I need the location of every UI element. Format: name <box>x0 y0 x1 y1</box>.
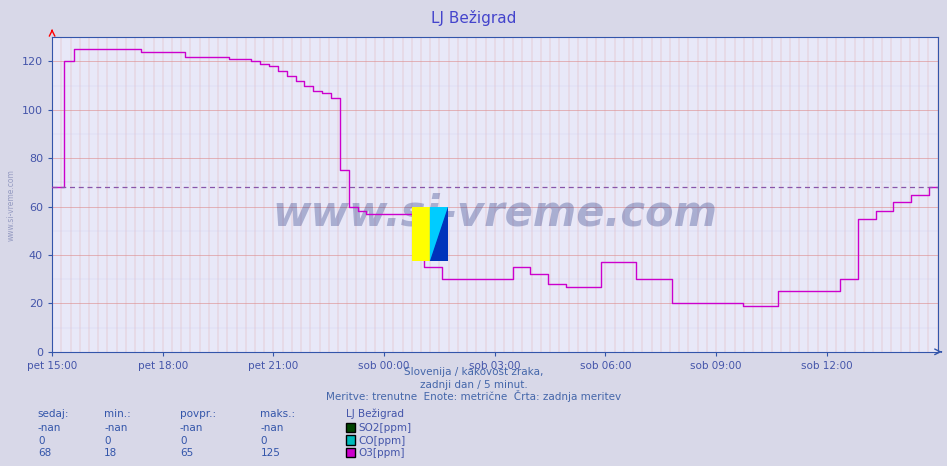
Text: 0: 0 <box>38 436 45 445</box>
Text: www.si-vreme.com: www.si-vreme.com <box>273 192 717 234</box>
Text: sedaj:: sedaj: <box>38 409 69 419</box>
Text: -nan: -nan <box>180 423 204 433</box>
Text: 125: 125 <box>260 448 280 458</box>
Text: -nan: -nan <box>104 423 128 433</box>
Text: -nan: -nan <box>38 423 62 433</box>
Text: SO2[ppm]: SO2[ppm] <box>358 423 411 433</box>
Text: povpr.:: povpr.: <box>180 409 216 419</box>
Bar <box>412 207 430 261</box>
Text: Meritve: trenutne  Enote: metrične  Črta: zadnja meritev: Meritve: trenutne Enote: metrične Črta: … <box>326 391 621 402</box>
Text: -nan: -nan <box>260 423 284 433</box>
Bar <box>430 207 448 261</box>
Text: www.si-vreme.com: www.si-vreme.com <box>7 169 16 241</box>
Text: 0: 0 <box>260 436 267 445</box>
Text: LJ Bežigrad: LJ Bežigrad <box>431 10 516 26</box>
Text: min.:: min.: <box>104 409 131 419</box>
Text: O3[ppm]: O3[ppm] <box>358 448 404 458</box>
Text: 68: 68 <box>38 448 51 458</box>
Text: maks.:: maks.: <box>260 409 295 419</box>
Text: Slovenija / kakovost zraka,: Slovenija / kakovost zraka, <box>403 367 544 377</box>
Text: 18: 18 <box>104 448 117 458</box>
Text: zadnji dan / 5 minut.: zadnji dan / 5 minut. <box>420 380 527 390</box>
Text: 65: 65 <box>180 448 193 458</box>
Polygon shape <box>430 207 448 261</box>
Text: CO[ppm]: CO[ppm] <box>358 436 405 445</box>
Text: 0: 0 <box>104 436 111 445</box>
Text: 0: 0 <box>180 436 187 445</box>
Text: LJ Bežigrad: LJ Bežigrad <box>346 409 403 419</box>
